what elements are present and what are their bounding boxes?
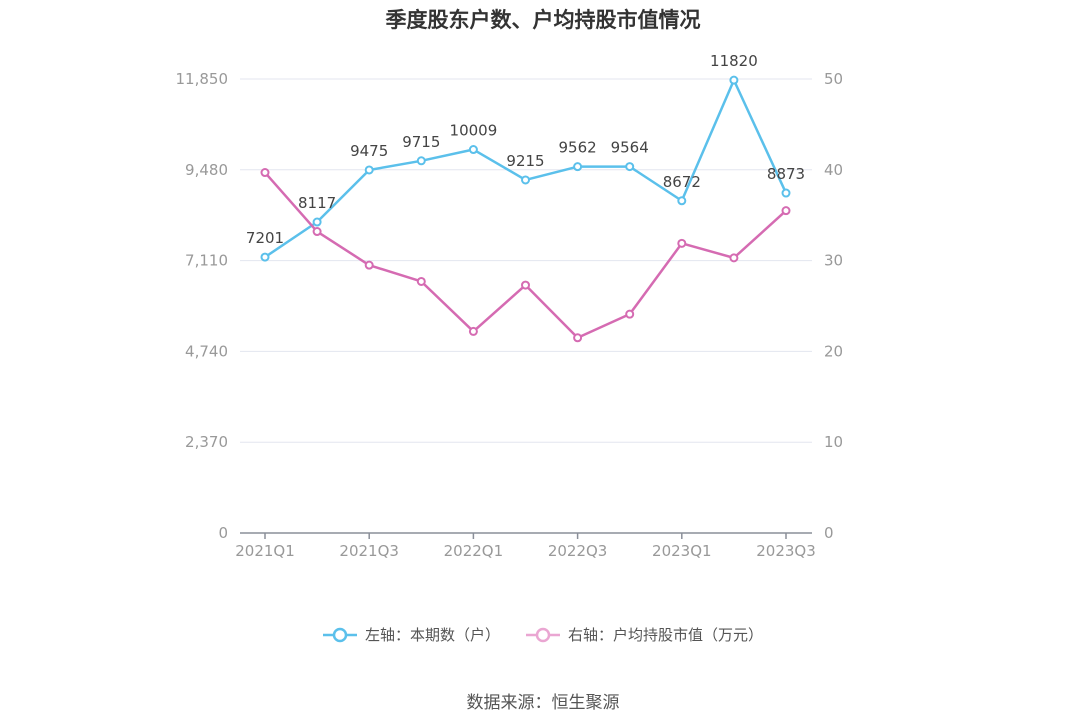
data-source: 数据来源：恒生聚源 xyxy=(466,693,620,713)
y-right-tick-label: 0 xyxy=(824,524,834,542)
series-point-0 xyxy=(729,75,739,85)
series-point-0 xyxy=(260,252,270,262)
y-right-tick-label: 40 xyxy=(824,161,843,179)
series-point-1 xyxy=(729,253,739,263)
series-point-0 xyxy=(781,188,791,198)
data-label: 10009 xyxy=(450,122,498,140)
y-right-tick-label: 20 xyxy=(824,342,843,360)
data-label: 11820 xyxy=(710,52,758,70)
series-point-0 xyxy=(416,156,426,166)
series-point-0 xyxy=(468,145,478,155)
series-point-1 xyxy=(416,276,426,286)
legend-item-avg-value[interactable]: 右轴：户均持股市值（万元） xyxy=(526,624,763,645)
y-left-tick-label: 0 xyxy=(218,524,228,542)
x-tick-label: 2023Q1 xyxy=(652,542,712,560)
series-point-0 xyxy=(677,196,687,206)
legend-line-circle-icon xyxy=(322,627,357,642)
y-left-tick-label: 2,370 xyxy=(185,433,228,451)
series-point-0 xyxy=(625,162,635,172)
series-point-1 xyxy=(521,280,530,290)
data-label: 9715 xyxy=(402,133,440,151)
series-point-1 xyxy=(573,333,583,343)
series-point-1 xyxy=(677,238,687,248)
series-point-1 xyxy=(625,309,635,319)
series-point-1 xyxy=(781,206,791,216)
y-right-tick-label: 10 xyxy=(824,433,843,451)
y-right-tick-label: 50 xyxy=(824,70,843,88)
y-left-tick-label: 9,480 xyxy=(185,161,228,179)
x-tick-label: 2022Q3 xyxy=(548,542,608,560)
series-point-1 xyxy=(364,260,374,270)
data-label: 8672 xyxy=(663,173,701,191)
x-tick-label: 2023Q3 xyxy=(756,542,816,560)
series-point-0 xyxy=(521,175,530,185)
data-label: 7201 xyxy=(246,229,284,247)
legend-line-circle-icon xyxy=(526,627,560,642)
legend-item-holders[interactable]: 左轴：本期数（户） xyxy=(322,624,500,645)
data-label: 9562 xyxy=(559,139,597,157)
x-tick-label: 2022Q1 xyxy=(444,542,504,560)
data-label: 8117 xyxy=(298,194,336,212)
data-label: 8873 xyxy=(767,165,805,183)
legend-label-holders: 左轴：本期数（户） xyxy=(364,626,500,644)
y-left-tick-label: 7,110 xyxy=(185,252,228,270)
y-left-tick-label: 11,850 xyxy=(176,70,229,88)
y-right-tick-label: 30 xyxy=(824,252,843,270)
chart-title: 季度股东户数、户均持股市值情况 xyxy=(385,8,701,32)
x-tick-label: 2021Q3 xyxy=(339,542,399,560)
data-label: 9564 xyxy=(611,139,649,157)
data-label: 9475 xyxy=(350,142,388,160)
y-left-tick-label: 4,740 xyxy=(185,342,228,360)
series-point-1 xyxy=(260,168,270,178)
series-point-0 xyxy=(312,217,322,227)
series-point-1 xyxy=(312,227,322,237)
line-chart: 0 0 2,370 10 4,740 20 7,110 30 9,480 40 11,850 50 20… xyxy=(176,52,844,560)
legend: 左轴：本期数（户） 右轴：户均持股市值（万元） xyxy=(0,624,1086,645)
series-point-0 xyxy=(364,165,374,175)
data-label: 9215 xyxy=(506,152,544,170)
series-point-0 xyxy=(573,162,583,172)
x-tick-label: 2021Q1 xyxy=(235,542,295,560)
legend-label-avg-value: 右轴：户均持股市值（万元） xyxy=(568,626,764,644)
series-point-1 xyxy=(468,326,478,336)
